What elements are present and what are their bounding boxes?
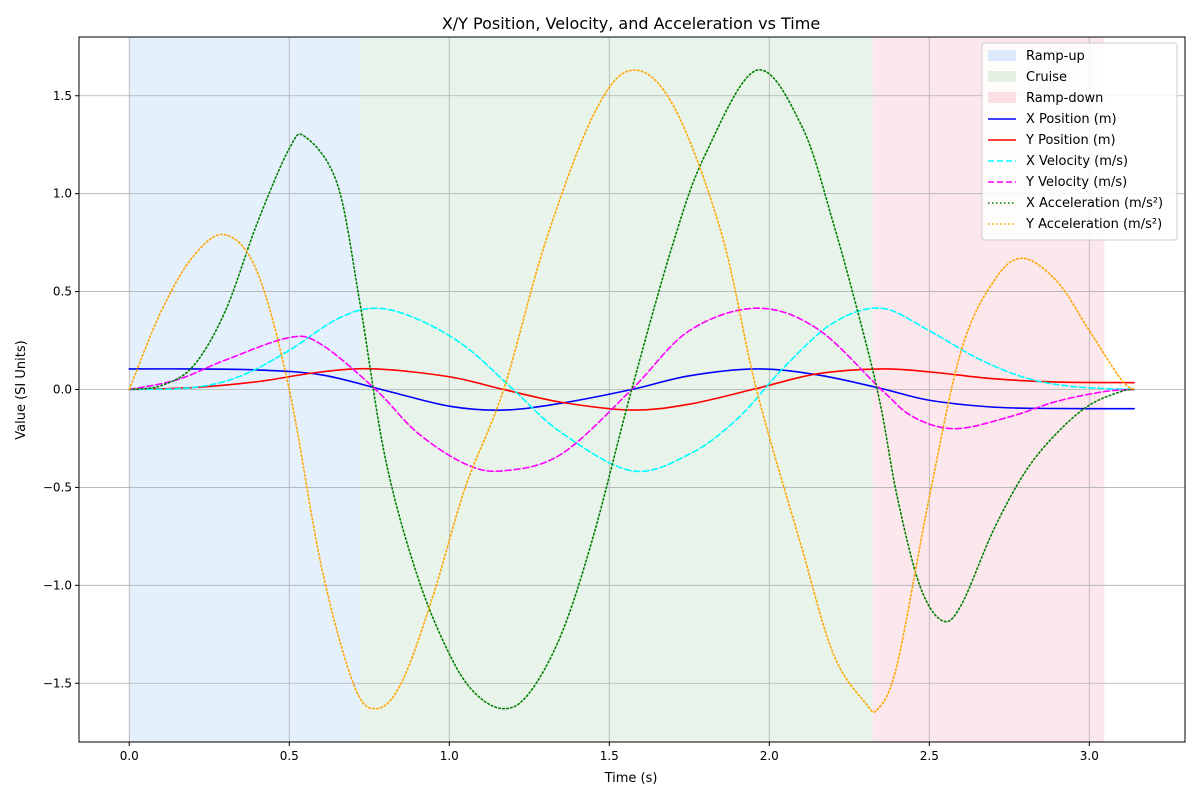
legend-label: X Acceleration (m/s²): [1026, 196, 1163, 211]
x-tick-label: 0.5: [280, 749, 299, 763]
legend-swatch: [988, 50, 1016, 61]
x-tick-label: 2.0: [760, 749, 779, 763]
y-axis-label: Value (SI Units): [14, 340, 29, 439]
y-tick-label: −1.0: [43, 578, 72, 592]
x-tick-label: 1.5: [600, 749, 619, 763]
legend-label: Ramp-up: [1026, 49, 1085, 64]
y-tick-label: 0.5: [53, 285, 72, 299]
x-tick-label: 1.0: [440, 749, 459, 763]
legend: Ramp-up Cruise Ramp-down X Position (m) Y Po…: [981, 42, 1178, 241]
y-tick-label: 1.0: [53, 187, 72, 201]
x-tick-label: 2.5: [920, 749, 939, 763]
y-tick-label: 1.5: [53, 89, 72, 103]
legend-swatch: [988, 92, 1016, 103]
chart-title: X/Y Position, Velocity, and Acceleration…: [442, 14, 820, 33]
legend-label: Cruise: [1026, 70, 1067, 85]
legend-label: X Position (m): [1026, 112, 1117, 127]
series-lines: [128, 69, 1135, 713]
legend-label: Y Position (m): [1025, 133, 1116, 148]
legend-label: Y Velocity (m/s): [1025, 175, 1127, 190]
series-line-x-acceleration-m-s: [128, 69, 1135, 710]
x-axis-label: Time (s): [604, 771, 658, 786]
legend-box: [981, 42, 1178, 241]
y-tick-label: −0.5: [43, 480, 72, 494]
series-line-x-velocity-m-s: [128, 307, 1135, 473]
legend-label: Y Acceleration (m/s²): [1025, 217, 1162, 232]
legend-label: Ramp-down: [1026, 91, 1103, 106]
x-tick-label: 0.0: [120, 749, 139, 763]
x-axis-ticks: 0.0 0.5 1.0 1.5 2.0 2.5 3.0: [120, 742, 1099, 763]
y-tick-label: 0.0: [53, 383, 72, 397]
y-axis-ticks: −1.5 −1.0 −0.5 0.0 0.5 1.0 1.5: [43, 89, 79, 690]
x-tick-label: 3.0: [1080, 749, 1099, 763]
series-line-y-acceleration-m-s: [128, 69, 1135, 713]
y-tick-label: −1.5: [43, 676, 72, 690]
legend-label: X Velocity (m/s): [1026, 154, 1128, 169]
legend-swatch: [988, 71, 1016, 82]
